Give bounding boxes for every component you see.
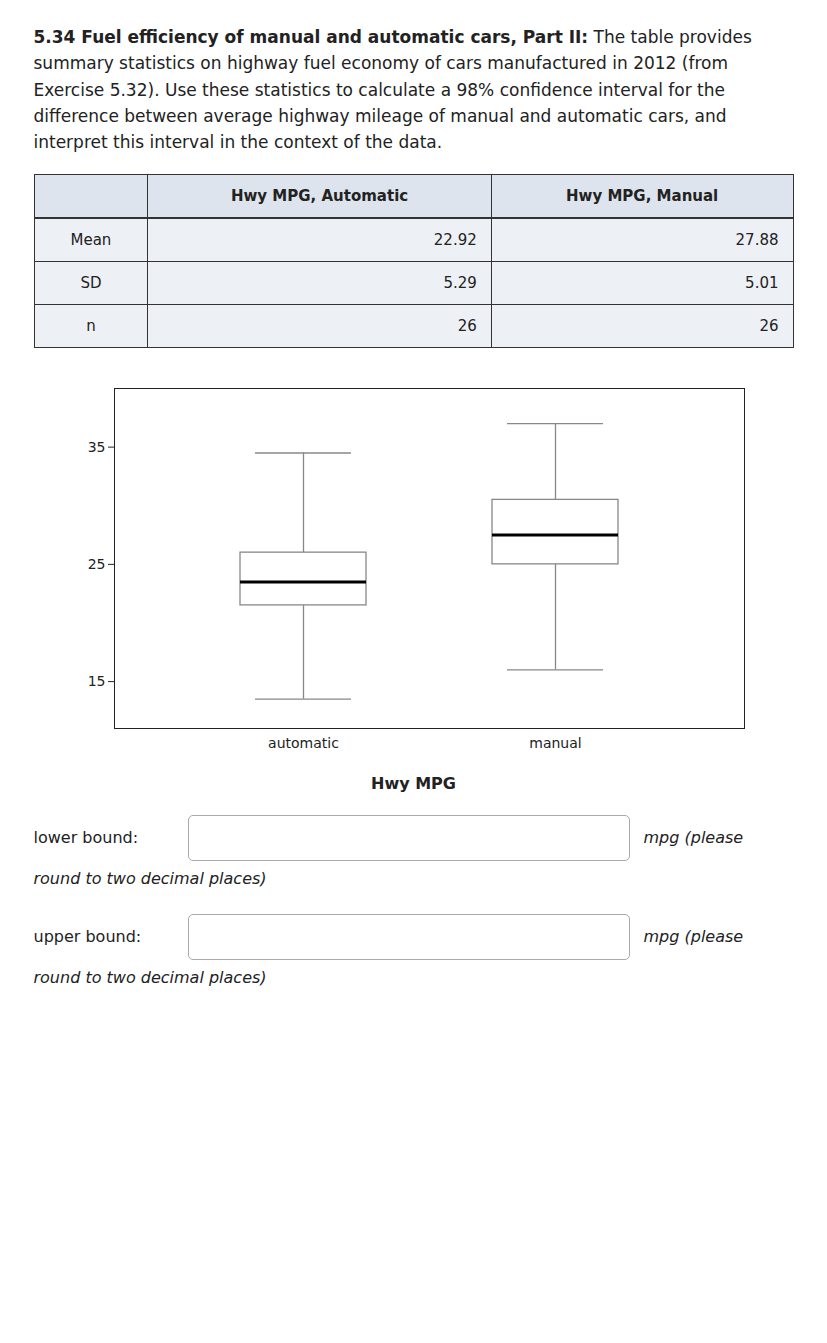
html-text:26: 26 [457, 316, 477, 335]
html-text:Hwy MPG, Manual: Hwy MPG, Manual [566, 186, 719, 205]
html-text:Hwy MPG, Automatic: Hwy MPG, Automatic [230, 186, 409, 205]
html-text:Hwy MPG: Hwy MPG [371, 773, 456, 793]
svg-text:manual: manual [529, 735, 581, 751]
html-text:5.01: 5.01 [745, 273, 779, 292]
html-text:round to two decimal places): round to two decimal places) [33, 868, 267, 888]
svg-text:25: 25 [87, 556, 105, 572]
html-text:SD: SD [80, 273, 102, 292]
html-text:mpg (please: mpg (please [643, 927, 744, 947]
html-text:5.29: 5.29 [443, 273, 477, 292]
html-text:26: 26 [759, 316, 779, 335]
svg-text:15: 15 [87, 673, 105, 689]
html-text:5.34 Fuel efficiency of manual: 5.34 Fuel efficiency of manual and autom… [33, 27, 752, 153]
html-text:27.88: 27.88 [735, 230, 779, 249]
html-text:lower bound:: lower bound: [33, 828, 139, 848]
html-text:Mean: Mean [70, 230, 112, 249]
html-text:upper bound:: upper bound: [33, 927, 142, 947]
svg-text:automatic: automatic [268, 735, 339, 751]
html-text:22.92: 22.92 [433, 230, 477, 249]
html-text:mpg (please: mpg (please [643, 828, 744, 848]
svg-text:35: 35 [87, 438, 105, 454]
html-text:round to two decimal places): round to two decimal places) [33, 967, 267, 987]
html-text:n: n [86, 316, 96, 335]
